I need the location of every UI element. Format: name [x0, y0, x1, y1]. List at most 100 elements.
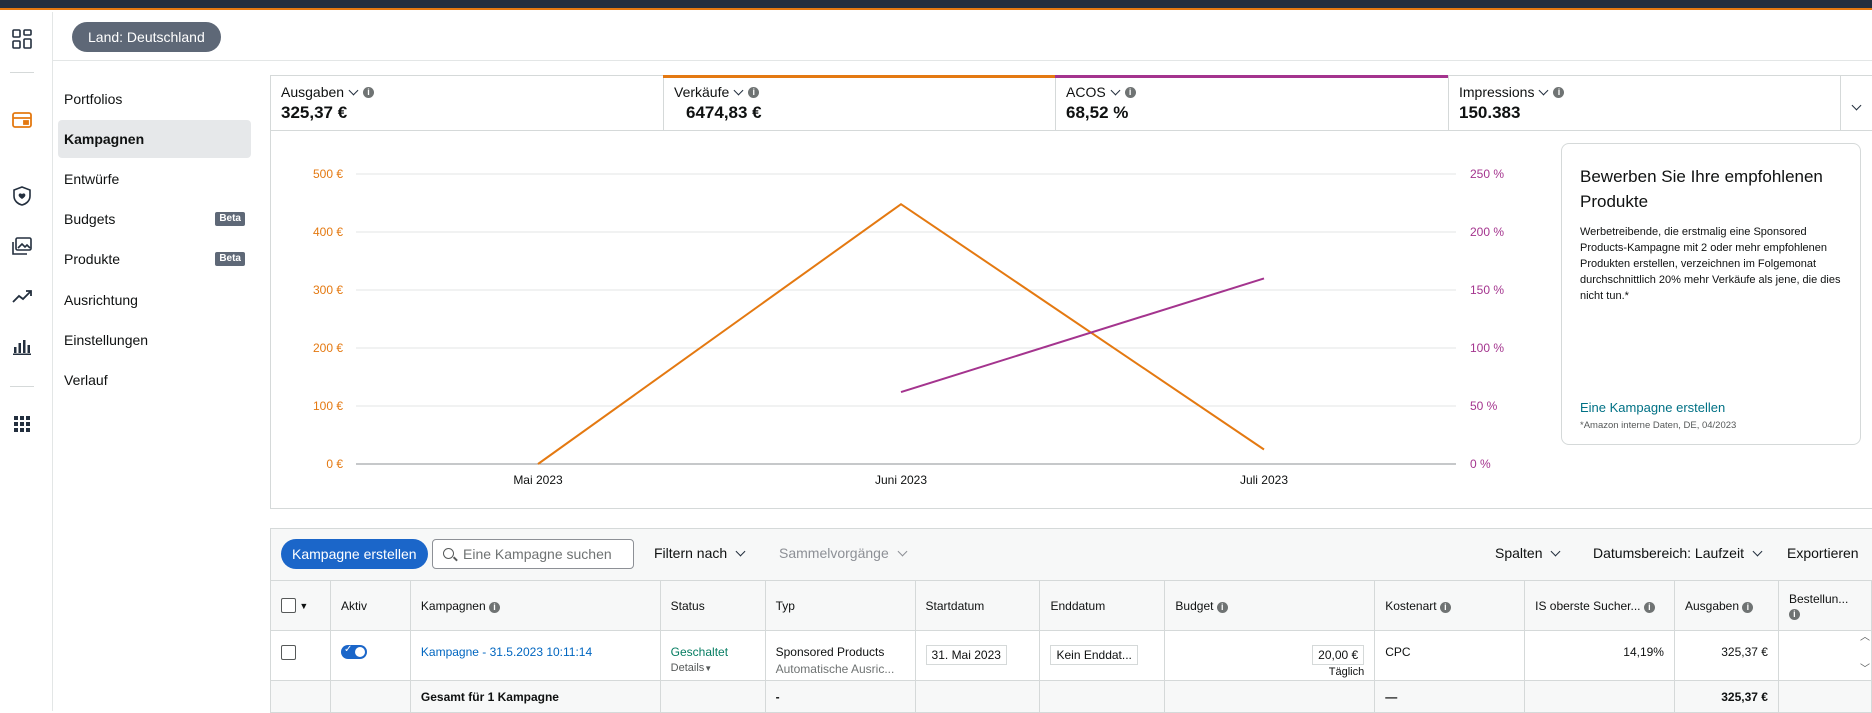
metric-color-bar — [663, 75, 1055, 78]
total-empty-cell — [1777, 680, 1872, 713]
left-axis-tick-label: 200 € — [313, 341, 343, 355]
info-icon[interactable]: i — [488, 601, 500, 613]
active-cell — [329, 630, 411, 681]
brand-shield-icon[interactable] — [10, 184, 34, 208]
status-text: Geschaltet — [670, 645, 729, 659]
campaign-search-input[interactable]: Eine Kampagne suchen — [432, 539, 634, 569]
info-icon[interactable]: i — [1216, 601, 1228, 613]
dashboard-icon[interactable] — [10, 27, 34, 51]
date-range-label: Datumsbereich: Laufzeit — [1593, 545, 1744, 561]
header-orders[interactable]: Bestellun... i — [1777, 580, 1872, 631]
header-budget[interactable]: Budget i — [1164, 580, 1376, 631]
info-icon[interactable]: i — [1124, 86, 1136, 98]
icon-rail — [0, 12, 53, 711]
metric-tile-impressions[interactable]: Impressions i 150.383 — [1449, 76, 1841, 130]
info-icon[interactable]: i — [1439, 601, 1451, 613]
budget-field[interactable]: 20,00 € — [1312, 645, 1365, 665]
table-header-row: ▼ Aktiv Kampagnen i Status Typ Startdatu… — [270, 580, 1872, 631]
table-scroll-arrows[interactable]: ︿ ﹀ — [1860, 632, 1870, 676]
metric-label: Verkäufe — [674, 84, 730, 100]
end-date-field[interactable]: Kein Enddat... — [1050, 645, 1138, 665]
expand-metrics-button[interactable] — [1851, 96, 1862, 114]
info-icon[interactable]: i — [1643, 601, 1655, 613]
campaign-manager-icon[interactable] — [10, 108, 34, 132]
metric-tiles: Ausgaben i 325,37 € Verkäufe i 6474,83 € A… — [270, 75, 1872, 131]
header-spend[interactable]: Ausgaben i — [1673, 580, 1779, 631]
table-toolbar: Kampagne erstellen Eine Kampagne suchen … — [270, 528, 1872, 580]
header-status[interactable]: Status — [659, 580, 766, 631]
filter-dropdown[interactable]: Filtern nach — [654, 545, 746, 561]
campaign-link[interactable]: Kampagne - 31.5.2023 10:11:14 — [420, 645, 593, 659]
info-icon[interactable]: i — [1553, 86, 1565, 98]
country-selector[interactable]: Land: Deutschland — [72, 22, 221, 52]
sidebar-item-budgets[interactable]: Budgets Beta — [58, 200, 251, 238]
chevron-down-icon[interactable] — [348, 85, 359, 95]
info-icon[interactable]: i — [1742, 601, 1754, 613]
metric-tile-spend[interactable]: Ausgaben i 325,37 € — [271, 76, 664, 130]
active-toggle[interactable] — [340, 644, 367, 659]
chevron-down-icon[interactable] — [733, 85, 744, 95]
campaign-table: ▼ Aktiv Kampagnen i Status Typ Startdatu… — [270, 580, 1872, 713]
spend-cell: 325,37 € — [1673, 630, 1779, 681]
sidebar-item-settings[interactable]: Einstellungen — [58, 321, 251, 359]
chevron-down-icon — [1851, 100, 1862, 111]
x-axis-tick-label: Mai 2023 — [513, 473, 563, 487]
right-axis-tick-label: 0 % — [1470, 457, 1491, 471]
sidebar-item-targeting[interactable]: Ausrichtung — [58, 281, 251, 319]
metric-label: ACOS — [1066, 84, 1106, 100]
budget-cell: 20,00 € Täglich — [1164, 630, 1376, 681]
header-end-date[interactable]: Enddatum — [1039, 580, 1166, 631]
chevron-down-icon[interactable] — [1539, 85, 1549, 95]
total-cost-type: — — [1374, 680, 1526, 713]
details-toggle[interactable]: Details▼ — [671, 662, 755, 674]
chevron-down-icon[interactable] — [1110, 85, 1121, 95]
start-date-field[interactable]: 31. Mai 2023 — [925, 645, 1007, 665]
start-date-cell: 31. Mai 2023 — [914, 630, 1041, 681]
sidebar-item-campaigns[interactable]: Kampagnen — [58, 120, 251, 158]
apps-grid-icon[interactable] — [10, 412, 34, 436]
info-icon[interactable]: i — [748, 86, 760, 98]
select-all-cell[interactable]: ▼ — [270, 580, 331, 631]
create-campaign-button[interactable]: Kampagne erstellen — [281, 539, 428, 569]
row-checkbox[interactable] — [281, 645, 296, 661]
info-icon[interactable]: i — [363, 86, 375, 98]
scroll-up-icon[interactable]: ︿ — [1860, 632, 1870, 643]
total-empty-cell — [1524, 680, 1675, 713]
chevron-down-icon — [1551, 546, 1561, 556]
header-active[interactable]: Aktiv — [329, 580, 411, 631]
scroll-down-icon[interactable]: ﹀ — [1860, 664, 1870, 675]
header-label: Ausgaben — [1684, 598, 1740, 613]
bulk-actions-dropdown[interactable]: Sammelvorgänge — [779, 545, 908, 561]
x-axis-tick-label: Juni 2023 — [875, 473, 927, 487]
sidebar-item-portfolios[interactable]: Portfolios — [58, 80, 251, 118]
header-label: IS oberste Sucher... — [1535, 598, 1641, 613]
is-top-cell: 14,19% — [1524, 630, 1675, 681]
right-axis-tick-label: 250 % — [1470, 167, 1504, 181]
header-campaigns[interactable]: Kampagnen i — [409, 580, 661, 631]
sidebar-item-drafts[interactable]: Entwürfe — [58, 160, 251, 198]
create-campaign-link[interactable]: Eine Kampagne erstellen — [1580, 400, 1726, 415]
header-start-date[interactable]: Startdatum — [914, 580, 1041, 631]
date-range-dropdown[interactable]: Datumsbereich: Laufzeit — [1593, 545, 1763, 561]
header-is-top[interactable]: IS oberste Sucher... i — [1524, 580, 1675, 631]
columns-dropdown[interactable]: Spalten — [1495, 545, 1561, 561]
metric-label: Ausgaben — [281, 84, 345, 100]
left-axis-tick-label: 300 € — [313, 283, 343, 297]
sidebar-item-label: Entwürfe — [64, 171, 120, 187]
sidebar-item-products[interactable]: Produkte Beta — [58, 240, 251, 278]
sidebar-item-history[interactable]: Verlauf — [58, 361, 251, 399]
select-all-checkbox[interactable] — [281, 598, 296, 614]
export-button[interactable]: Exportieren — [1787, 545, 1859, 561]
metric-tile-sales[interactable]: Verkäufe i 6474,83 € — [663, 75, 1056, 130]
metric-tile-acos[interactable]: ACOS i 68,52 % — [1055, 75, 1449, 130]
chevron-down-icon — [735, 546, 746, 556]
total-spend: 325,37 € — [1673, 680, 1779, 713]
media-icon[interactable] — [10, 234, 34, 258]
info-icon[interactable]: i — [1788, 608, 1800, 620]
reports-icon[interactable] — [10, 334, 34, 358]
header-cost-type[interactable]: Kostenart i — [1374, 580, 1526, 631]
header-type[interactable]: Typ — [764, 580, 916, 631]
trend-icon[interactable] — [10, 284, 34, 308]
search-icon — [443, 548, 454, 559]
caret-down-icon[interactable]: ▼ — [299, 600, 309, 611]
